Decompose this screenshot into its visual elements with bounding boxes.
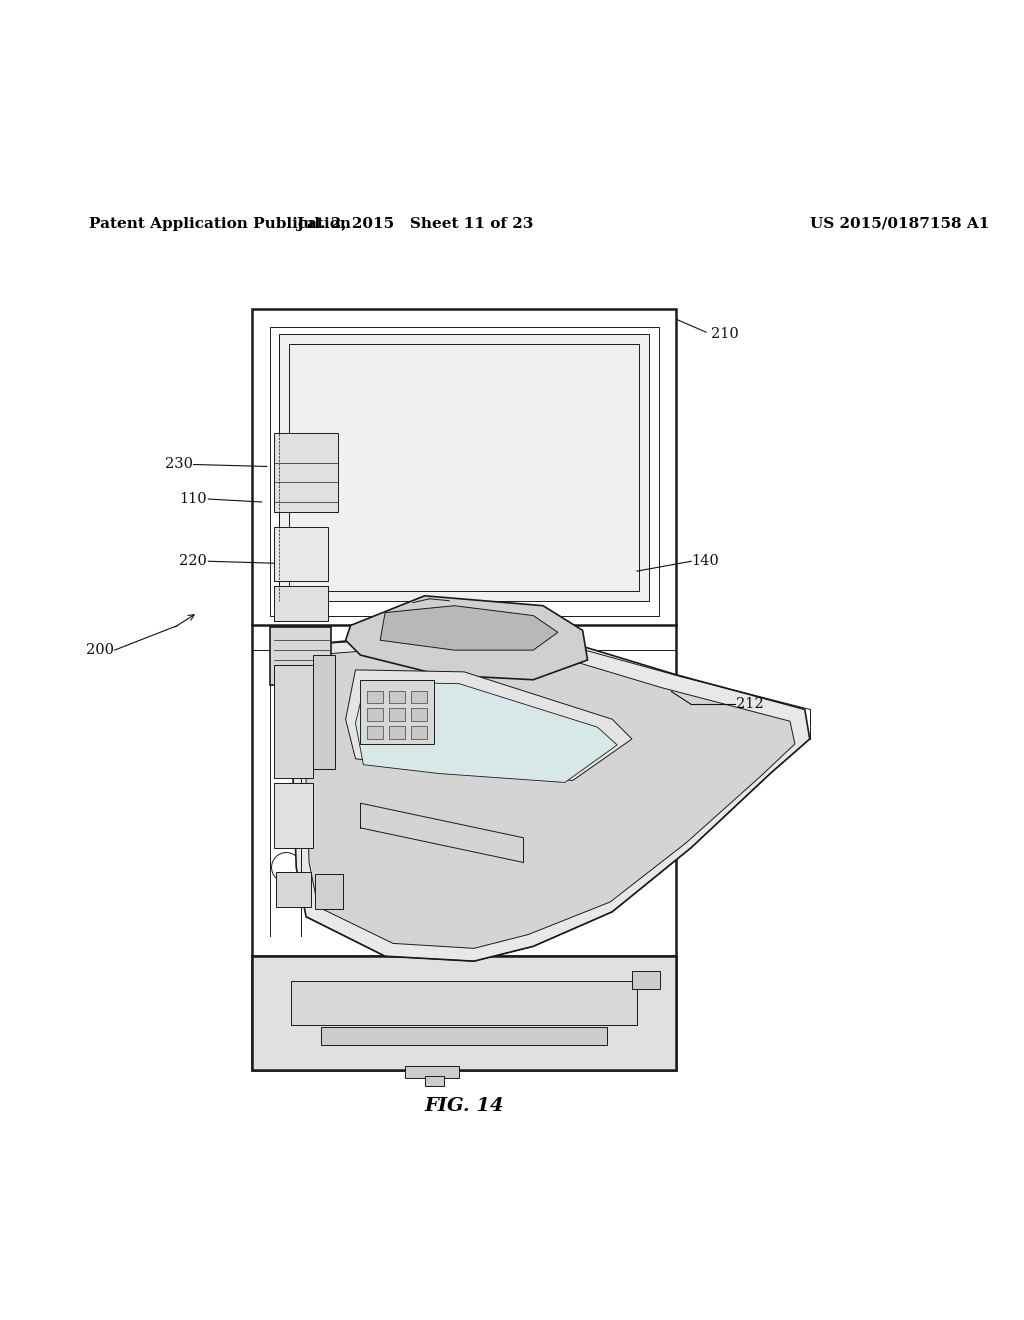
Text: US 2015/0187158 A1: US 2015/0187158 A1 xyxy=(810,216,989,231)
Text: 230: 230 xyxy=(165,458,193,471)
Bar xyxy=(389,690,404,704)
Text: 140: 140 xyxy=(691,554,719,568)
Bar xyxy=(632,972,659,989)
Bar xyxy=(269,327,658,615)
Polygon shape xyxy=(291,626,810,961)
Text: Patent Application Publication: Patent Application Publication xyxy=(89,216,351,231)
Polygon shape xyxy=(380,606,558,651)
Bar xyxy=(315,874,343,909)
Text: 212: 212 xyxy=(735,697,763,711)
Bar xyxy=(252,309,677,1069)
Bar xyxy=(276,873,311,907)
Bar xyxy=(360,680,434,744)
Bar xyxy=(368,726,383,739)
Bar xyxy=(291,981,637,1026)
Bar xyxy=(411,709,427,721)
Bar xyxy=(425,1076,444,1085)
Bar xyxy=(321,1027,607,1045)
Bar xyxy=(313,655,335,768)
Bar xyxy=(273,527,328,581)
Text: 220: 220 xyxy=(179,554,208,568)
Bar xyxy=(269,627,331,685)
Text: FIG. 14: FIG. 14 xyxy=(424,1097,504,1115)
Polygon shape xyxy=(346,595,588,680)
Bar xyxy=(389,709,404,721)
Bar xyxy=(280,334,649,601)
Text: 200: 200 xyxy=(86,643,114,657)
Polygon shape xyxy=(355,681,617,783)
Bar xyxy=(273,784,313,847)
Polygon shape xyxy=(346,669,632,780)
Polygon shape xyxy=(304,640,795,948)
Text: 210: 210 xyxy=(711,327,738,341)
Bar xyxy=(273,433,338,512)
Bar xyxy=(389,726,404,739)
Text: 110: 110 xyxy=(180,492,208,506)
Bar xyxy=(411,690,427,704)
Text: Jul. 2, 2015   Sheet 11 of 23: Jul. 2, 2015 Sheet 11 of 23 xyxy=(296,216,534,231)
Bar xyxy=(290,345,639,591)
Bar xyxy=(368,690,383,704)
Bar xyxy=(252,956,677,1069)
Bar xyxy=(368,709,383,721)
Bar xyxy=(273,586,328,620)
Bar xyxy=(404,1065,459,1077)
Bar xyxy=(411,726,427,739)
Bar xyxy=(273,665,313,779)
